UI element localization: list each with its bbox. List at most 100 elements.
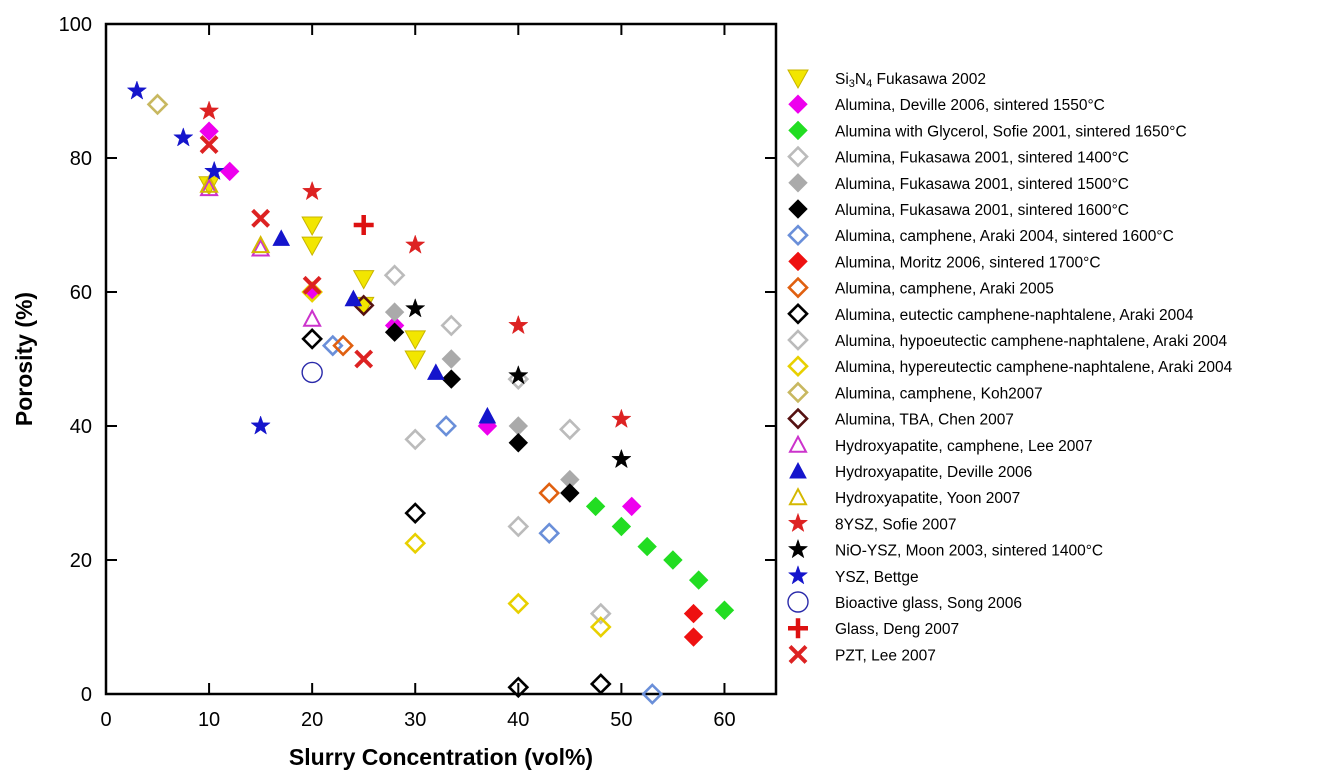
legend-marker <box>787 145 809 168</box>
legend-marker <box>788 120 808 141</box>
legend-marker <box>787 302 809 325</box>
data-point <box>683 603 704 624</box>
series-22 <box>199 135 374 369</box>
legend-label: PZT, Lee 2007 <box>835 647 936 664</box>
series-11 <box>301 281 612 638</box>
data-point <box>173 127 194 147</box>
data-point <box>611 516 632 537</box>
axis-ticks: 0 10 20 30 40 50 60 0 20 40 60 80 100 <box>59 14 776 731</box>
data-point <box>611 408 632 429</box>
series-20 <box>301 361 323 384</box>
data-point <box>688 570 709 590</box>
series-21 <box>353 215 374 235</box>
data-point <box>199 178 219 197</box>
legend-marker <box>787 538 809 559</box>
data-point <box>199 121 219 141</box>
data-point <box>589 616 612 638</box>
legend-marker <box>787 224 809 247</box>
data-point <box>508 416 529 436</box>
x-tick-label: 60 <box>713 709 735 731</box>
x-tick-label: 50 <box>610 709 632 731</box>
data-point <box>404 234 426 254</box>
series-7 <box>683 603 704 647</box>
legend-marker <box>788 434 808 453</box>
legend-marker <box>787 329 809 351</box>
data-point <box>611 448 632 469</box>
legend-label: 8YSZ, Sofie 2007 <box>835 516 957 533</box>
data-point <box>538 522 561 545</box>
data-point <box>301 180 323 201</box>
x-axis-title: Slurry Concentration (vol%) <box>289 744 593 770</box>
data-point <box>508 314 529 335</box>
series-8 <box>332 334 561 504</box>
series-4 <box>384 302 580 490</box>
legend-label: Alumina, camphene, Koh2007 <box>835 385 1043 402</box>
legend-label: Hydroxyapatite, camphene, Lee 2007 <box>835 438 1093 455</box>
legend-label: Hydroxyapatite, Deville 2006 <box>835 464 1032 481</box>
legend-label-part: Fukasawa 2002 <box>872 71 986 88</box>
data-point <box>560 483 580 503</box>
legend-label: Alumina, hypereutectic camphene-naphtale… <box>835 359 1233 376</box>
data-point <box>538 482 561 504</box>
series-0 <box>198 176 427 371</box>
data-point <box>301 216 324 237</box>
series-15 <box>272 229 497 424</box>
legend-marker <box>788 251 808 272</box>
data-point <box>199 174 219 193</box>
data-point <box>641 683 664 705</box>
legend-label: Alumina, hypoeutectic camphene-naphtalen… <box>835 333 1227 350</box>
data-point <box>435 415 457 437</box>
legend-label: Alumina, camphene, Araki 2005 <box>835 281 1054 298</box>
data-point <box>507 592 530 615</box>
data-point <box>384 302 405 322</box>
data-point <box>683 627 704 647</box>
data-point <box>427 363 445 380</box>
legend-label: Hydroxyapatite, Yoon 2007 <box>835 490 1020 507</box>
legend-label: Alumina, camphene, Araki 2004, sintered … <box>835 228 1174 245</box>
chart-legend: Si3N4 Fukasawa 2002 Alumina, Deville 2006… <box>787 69 1233 664</box>
data-point <box>507 368 530 390</box>
legend-label: Alumina, Fukasawa 2001, sintered 1400°C <box>835 150 1129 167</box>
legend-label: Bioactive glass, Song 2006 <box>835 595 1022 612</box>
series-1 <box>199 121 642 517</box>
series-12 <box>146 93 169 116</box>
series-3 <box>383 264 581 441</box>
data-point <box>203 160 225 181</box>
legend-label: YSZ, Bettge <box>835 569 919 586</box>
data-point <box>199 135 219 155</box>
legend-marker <box>787 512 809 533</box>
legend-label: Alumina, eutectic camphene-naphtalene, A… <box>835 307 1194 324</box>
data-point <box>714 600 735 620</box>
legend-marker <box>787 381 809 404</box>
data-point <box>404 532 427 555</box>
data-point <box>589 673 612 695</box>
data-point <box>404 502 427 524</box>
series-10 <box>404 428 612 625</box>
legend-marker <box>788 199 808 219</box>
data-point <box>250 415 271 435</box>
legend-label: NiO-YSZ, Moon 2003, sintered 1400°C <box>835 543 1103 560</box>
legend-label-part: 4 <box>866 78 872 90</box>
legend-label: Glass, Deng 2007 <box>835 621 959 638</box>
y-tick-label: 60 <box>70 282 92 304</box>
legend-marker <box>788 173 808 193</box>
legend-label-part: Si <box>835 71 849 88</box>
data-point <box>301 236 324 257</box>
x-tick-label: 0 <box>100 709 111 731</box>
data-point <box>508 364 529 385</box>
x-tick-label: 40 <box>507 709 529 731</box>
series-16 <box>199 174 271 254</box>
data-point <box>352 270 375 290</box>
legend-label: Si3N4 Fukasawa 2002 <box>835 71 986 90</box>
data-point <box>344 289 363 307</box>
legend-label: Alumina, Fukasawa 2001, sintered 1600°C <box>835 202 1129 219</box>
data-point <box>250 238 271 257</box>
legend-marker <box>787 355 809 378</box>
data-point <box>332 334 354 357</box>
data-point <box>441 349 462 369</box>
series-5 <box>384 322 580 503</box>
data-point <box>404 330 427 350</box>
legend-marker <box>788 644 808 664</box>
data-point <box>301 361 323 384</box>
